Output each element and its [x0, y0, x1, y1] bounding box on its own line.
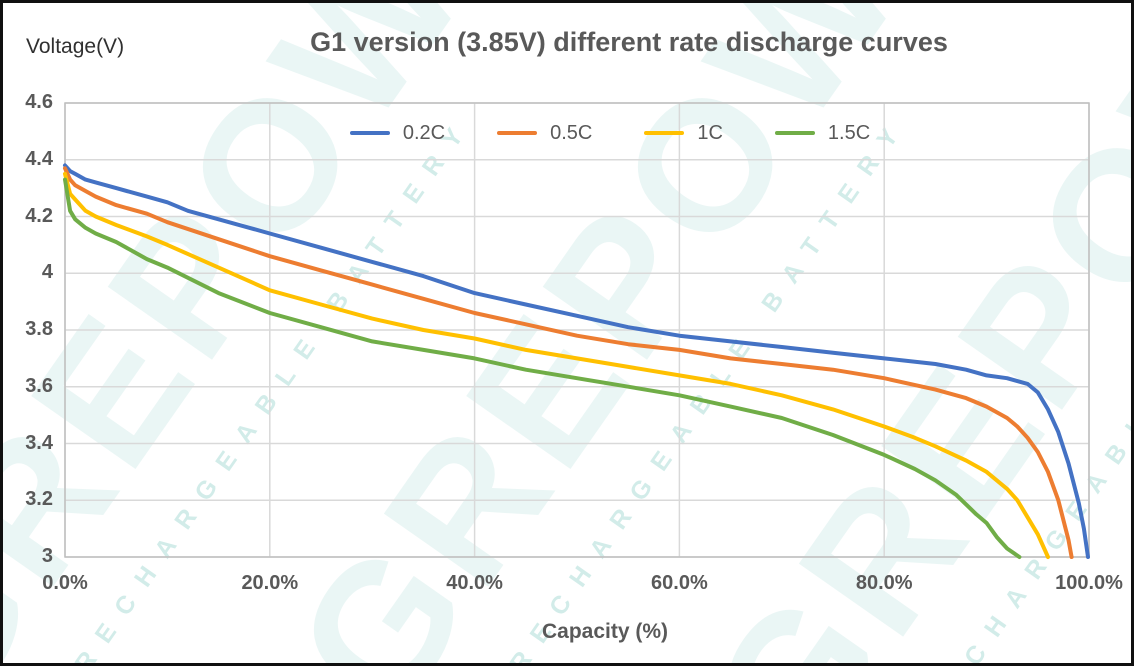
legend: 0.2C 0.5C 1C 1.5C [98, 117, 1122, 149]
x-tick-label: 40.0% [446, 572, 503, 594]
y-tick-label: 4 [41, 261, 53, 284]
x-tick-label: 100.0% [1055, 572, 1123, 594]
legend-item-0.2C: 0.2C [349, 121, 446, 145]
legend-label: 0.5C [550, 121, 593, 144]
legend-line-swatch [774, 131, 815, 135]
legend-label: 1C [697, 121, 723, 144]
legend-line-swatch [497, 131, 538, 135]
legend-item-1.5C: 1.5C [774, 121, 871, 145]
y-tick-label: 4.6 [25, 91, 53, 113]
y-tick-label: 3.4 [25, 431, 53, 454]
y-tick-label: 3 [41, 545, 53, 567]
plot-border [64, 102, 1090, 558]
series-line-1.5C [63, 177, 1022, 559]
legend-line-swatch [349, 131, 390, 135]
series-line-1C [63, 171, 1050, 559]
x-tick-label: 0.0% [42, 572, 88, 594]
y-tick-label: 3.2 [25, 488, 53, 511]
legend-line-swatch [644, 131, 685, 135]
legend-item-1C: 1C [644, 122, 723, 145]
plot-area [63, 102, 1090, 559]
legend-label: 0.2C [402, 121, 446, 144]
y-tick-label: 3.8 [25, 318, 53, 340]
y-axis-title: Voltage(V) [26, 35, 125, 58]
series-line-0.5C [63, 166, 1074, 559]
x-tick-label: 20.0% [241, 572, 299, 594]
series-line-0.2C [63, 163, 1090, 559]
legend-item-0.5C: 0.5C [497, 122, 592, 145]
x-tick-label: 60.0% [651, 572, 708, 594]
x-axis-title: Capacity (%) [541, 620, 669, 643]
y-tick-label: 4.4 [25, 147, 53, 170]
y-tick-label: 4.2 [25, 204, 53, 227]
chart-title: G1 version (3.85V) different rate discha… [310, 27, 948, 57]
x-tick-label: 80.0% [855, 572, 913, 594]
y-tick-label: 3.6 [25, 374, 53, 397]
legend-label: 1.5C [827, 121, 871, 144]
